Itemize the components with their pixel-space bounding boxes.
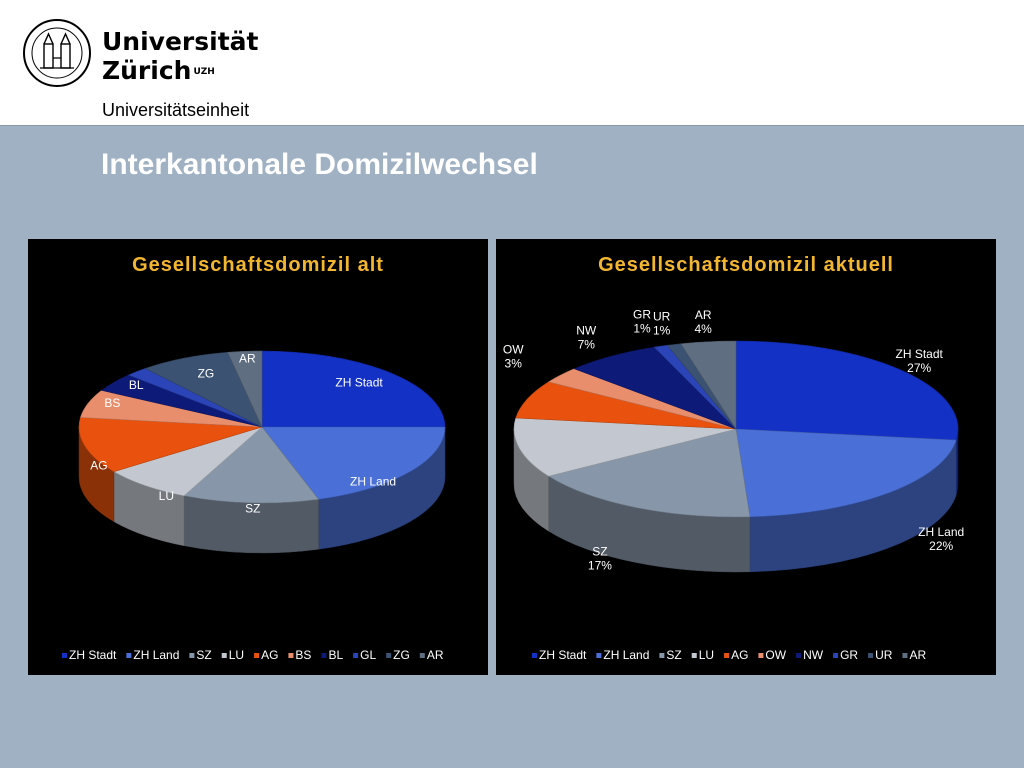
pie-slice-zh-land [261, 426, 446, 500]
legend-swatch-zh-stadt [62, 653, 67, 658]
slice-label-zh-land: ZH Land [350, 475, 396, 489]
chart-title: Gesellschaftsdomizil alt [132, 254, 384, 276]
legend-swatch-zg [386, 653, 392, 658]
legend-label-zh-land: ZH Land [603, 648, 649, 662]
pie-sides [513, 428, 959, 573]
legend-label-nw: NW [803, 648, 824, 662]
legend-swatch-ag [724, 653, 730, 658]
logo-line-2: Zürich UZH [102, 56, 215, 85]
chart-panel-aktuell: Gesellschaftsdomizil aktuell ZH Stadt 27% Z… [496, 239, 996, 675]
legend-label-ar: AR [427, 648, 444, 662]
legend-label-zh-stadt: ZH Stadt [539, 648, 587, 662]
pie-slices [78, 350, 446, 504]
slice-labels: ZH Stadt ZH Land SZ LU AG BS BL ZG AR [90, 352, 396, 516]
legend-label-gl: GL [360, 648, 376, 662]
pie-slice-ar [680, 340, 737, 431]
university-seal-icon [23, 19, 91, 87]
page-title: Interkantonale Domizilwechsel [101, 148, 538, 181]
legend-label-gr: GR [840, 648, 858, 662]
slice-label-ar: AR 4% [694, 308, 712, 336]
legend-swatch-gr [833, 653, 839, 658]
slice-label-zh-land: ZH Land 22% [918, 525, 964, 553]
pie-chart-aktuell: Gesellschaftsdomizil aktuell ZH Stadt 27% Z… [503, 254, 964, 662]
slice-label-bs: BS [104, 396, 120, 410]
chart-legend: ZH Stadt ZH Land SZ LU AG BS BL GL ZG AR [62, 648, 444, 662]
legend-swatch-ar [902, 653, 908, 658]
pie-slice-sz [547, 428, 751, 518]
slice-label-ow: OW 3% [503, 343, 524, 371]
slice-label-bl: BL [129, 378, 144, 392]
slice-label-sz: SZ 17% [588, 544, 612, 572]
legend-label-bs: BS [295, 648, 311, 662]
legend-label-ur: UR [875, 648, 893, 662]
slice-label-gr: GR 1% [633, 308, 651, 336]
legend-label-zh-land: ZH Land [133, 648, 179, 662]
pie-slice-sz [183, 426, 320, 504]
unit-name: Universitätseinheit [102, 100, 250, 120]
legend-label-ag: AG [731, 648, 748, 662]
pie-slice-ar [227, 350, 263, 428]
legend-swatch-sz [659, 653, 665, 658]
legend-swatch-ar [419, 653, 425, 658]
legend-label-zg: ZG [393, 648, 410, 662]
slice-label-lu: LU [159, 489, 174, 503]
legend-swatch-zh-land [126, 653, 132, 658]
legend-swatch-ag [254, 653, 260, 658]
pie-slice-lu [513, 417, 737, 477]
pie-slice-zh-stadt [735, 340, 959, 441]
legend-label-ag: AG [261, 648, 278, 662]
legend-label-ar: AR [909, 648, 926, 662]
slice-label-ar: AR [239, 352, 256, 366]
pie-sides [78, 426, 446, 554]
logo-superscript: UZH [193, 67, 215, 77]
chart-panel-alt: Gesellschaftsdomizil alt ZH Stadt ZH Land S… [28, 239, 488, 675]
legend-swatch-ow [758, 653, 764, 658]
university-logo-text: Universität Zürich UZH [102, 27, 258, 85]
pie-slice-lu [113, 426, 263, 497]
pie-slices [513, 340, 959, 518]
pie-slice-zh-land [735, 428, 957, 518]
legend-swatch-lu [221, 653, 227, 658]
pie-slice-zg [144, 352, 263, 428]
header: Universität Zürich UZH Universitätseinhei… [0, 0, 1024, 126]
slice-label-nw: NW 7% [576, 324, 597, 352]
legend-label-lu: LU [699, 648, 714, 662]
legend-swatch-bs [288, 653, 294, 658]
legend-swatch-lu [691, 653, 697, 658]
legend-swatch-nw [796, 653, 802, 658]
slice-label-zh-stadt: ZH Stadt [335, 376, 383, 390]
legend-swatch-zh-stadt [532, 653, 537, 658]
slice-label-ag: AG [90, 458, 107, 472]
legend-label-bl: BL [328, 648, 343, 662]
chart-title: Gesellschaftsdomizil aktuell [598, 254, 894, 276]
legend-swatch-bl [321, 653, 327, 658]
legend-label-zh-stadt: ZH Stadt [69, 648, 117, 662]
legend-label-ow: OW [765, 648, 786, 662]
legend-swatch-ur [868, 653, 874, 658]
legend-label-sz: SZ [666, 648, 681, 662]
legend-label-sz: SZ [196, 648, 211, 662]
slice-label-ur: UR 1% [653, 310, 671, 338]
slice-label-zg: ZG [198, 366, 215, 380]
pie-slice-zh-stadt [261, 350, 446, 428]
legend-swatch-gl [353, 653, 359, 658]
slice-label-sz: SZ [245, 502, 260, 516]
pie-chart-alt: Gesellschaftsdomizil alt ZH Stadt ZH Land S… [62, 254, 446, 662]
chart-legend: ZH Stadt ZH Land SZ LU AG OW NW GR UR AR [532, 648, 926, 662]
slice-label-zh-stadt: ZH Stadt 27% [895, 347, 943, 375]
legend-swatch-zh-land [596, 653, 602, 658]
pie-slice-ag [78, 417, 263, 472]
logo-line-1: Universität [102, 27, 259, 56]
legend-label-lu: LU [229, 648, 244, 662]
legend-swatch-sz [189, 653, 195, 658]
